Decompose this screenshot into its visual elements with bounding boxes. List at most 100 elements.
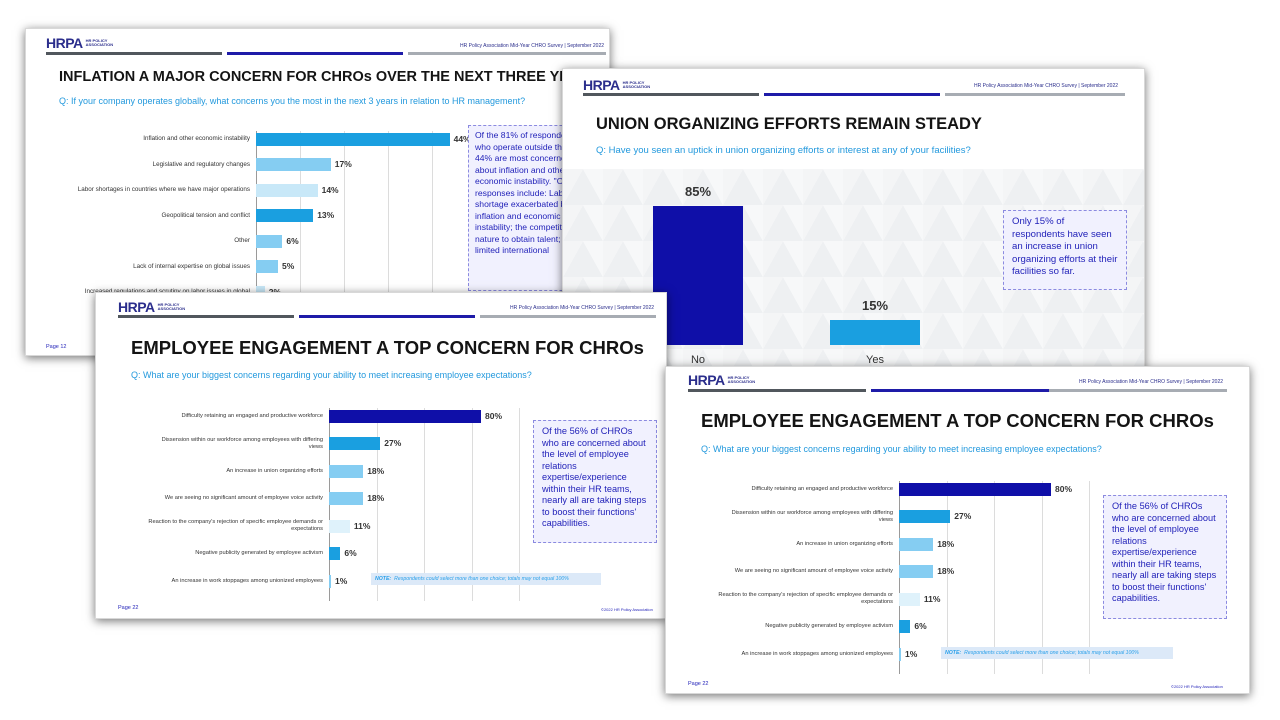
footnote-label: NOTE: bbox=[945, 650, 962, 656]
bar-value-label: 13% bbox=[317, 210, 335, 221]
header-rule-blue bbox=[871, 389, 1049, 392]
page-number: Page 22 bbox=[118, 605, 139, 611]
header-rule-light bbox=[408, 52, 606, 55]
category-label: An increase in union organizing efforts bbox=[796, 540, 893, 547]
category-label: Difficulty retaining an engaged and prod… bbox=[751, 485, 893, 492]
concern-bar-chart: Inflation and other economic instability… bbox=[26, 121, 477, 310]
category-label: Increased regulations and scrutiny on la… bbox=[28, 288, 250, 296]
slide-union[interactable]: HRPA HR POLICY ASSOCIATION HR Policy Asso… bbox=[562, 68, 1145, 368]
bar[interactable] bbox=[256, 158, 331, 171]
category-label: Geopolitical tension and conflict bbox=[161, 211, 250, 219]
category-label: Reaction to the company's rejection of s… bbox=[718, 592, 893, 606]
header-rule-blue bbox=[299, 315, 475, 318]
header-rule-grey bbox=[118, 315, 294, 318]
category-label: We are seeing no significant amount of e… bbox=[164, 495, 323, 501]
slide-question: Q: What are your biggest concerns regard… bbox=[131, 370, 532, 380]
hrpa-logo: HRPA HR POLICY ASSOCIATION bbox=[118, 299, 185, 315]
bar-value-label: 5% bbox=[282, 261, 295, 272]
bar[interactable] bbox=[329, 437, 381, 450]
bar-value-label: 17% bbox=[334, 159, 352, 170]
bar-value-label: 15% bbox=[861, 298, 889, 314]
bar[interactable] bbox=[899, 510, 951, 523]
gridline bbox=[424, 408, 425, 601]
bar[interactable] bbox=[329, 464, 364, 478]
bar[interactable] bbox=[329, 409, 481, 423]
bar-value-label: 6% bbox=[286, 235, 299, 246]
bar-value-label: 11% bbox=[353, 520, 371, 531]
logo-subtitle: HR POLICY ASSOCIATION bbox=[727, 374, 756, 384]
bar[interactable] bbox=[329, 519, 350, 533]
gridline bbox=[1089, 481, 1090, 674]
bar[interactable] bbox=[899, 565, 934, 578]
logo-subtitle: HR POLICY ASSOCIATION bbox=[622, 79, 651, 89]
bar[interactable] bbox=[899, 620, 911, 633]
bar[interactable] bbox=[256, 260, 278, 273]
bar[interactable] bbox=[653, 205, 743, 345]
header-rule-grey bbox=[583, 93, 759, 96]
survey-info: HR Policy Association Mid-Year CHRO Surv… bbox=[510, 305, 654, 311]
bar-value-label: 27% bbox=[954, 511, 972, 522]
bar-value-label: 1% bbox=[335, 575, 348, 586]
survey-info: HR Policy Association Mid-Year CHRO Surv… bbox=[974, 83, 1118, 89]
bar[interactable] bbox=[899, 592, 920, 606]
bar[interactable] bbox=[329, 492, 364, 505]
bar[interactable] bbox=[329, 547, 341, 560]
bar[interactable] bbox=[256, 234, 283, 248]
hrpa-logo: HRPA HR POLICY ASSOCIATION bbox=[688, 372, 755, 388]
bar[interactable] bbox=[256, 183, 318, 197]
slide-title: EMPLOYEE ENGAGEMENT A TOP CONCERN FOR CH… bbox=[701, 410, 1214, 431]
header-rule-light bbox=[1049, 389, 1227, 392]
category-label: Dissension within our workforce among em… bbox=[731, 509, 893, 523]
hrpa-logo: HRPA HR POLICY ASSOCIATION bbox=[46, 35, 113, 51]
bar[interactable] bbox=[899, 537, 934, 551]
category-label: Difficulty retaining an engaged and prod… bbox=[181, 412, 323, 419]
gridline bbox=[471, 408, 473, 601]
page-number: Page 22 bbox=[688, 681, 709, 687]
category-label: An increase in union organizing efforts bbox=[226, 467, 323, 474]
bar-value-label: 14% bbox=[321, 184, 339, 195]
copyright: ©2022 HR Policy Association bbox=[1171, 684, 1223, 689]
logo-subtitle: HR POLICY ASSOCIATION bbox=[157, 301, 186, 311]
slide-question: Q: What are your biggest concerns regard… bbox=[701, 444, 1102, 454]
gridline bbox=[994, 481, 995, 674]
footnote-text: Respondents could select more than one c… bbox=[394, 576, 569, 582]
bar[interactable] bbox=[830, 320, 920, 345]
header-rule-grey bbox=[688, 389, 866, 392]
bar[interactable] bbox=[256, 132, 450, 146]
category-label: No bbox=[690, 354, 706, 366]
bar-value-label: 18% bbox=[367, 493, 385, 504]
header-rule-grey bbox=[46, 52, 222, 55]
category-label: An increase in work stoppages among unio… bbox=[741, 650, 893, 657]
category-label: Lack of internal expertise on global iss… bbox=[133, 262, 250, 270]
category-label: Dissension within our workforce among em… bbox=[161, 436, 323, 450]
category-label: We are seeing no significant amount of e… bbox=[734, 568, 893, 574]
gridline bbox=[376, 408, 378, 601]
category-label: Labor shortages in countries where we ha… bbox=[77, 186, 250, 193]
category-label: Other bbox=[234, 237, 250, 244]
header-rule-light bbox=[945, 93, 1125, 96]
insight-callout: Only 15% of respondents have seen an inc… bbox=[1003, 210, 1127, 290]
bar[interactable] bbox=[899, 482, 1051, 496]
slide-question: Q: If your company operates globally, wh… bbox=[59, 96, 526, 106]
bar[interactable] bbox=[256, 209, 314, 222]
gridline bbox=[1041, 481, 1043, 674]
slide-employee-engagement-right[interactable]: HRPA HR POLICY ASSOCIATION HR Policy Asso… bbox=[665, 366, 1250, 694]
engagement-bar-chart: Difficulty retaining an engaged and prod… bbox=[96, 398, 526, 601]
bar-value-label: 27% bbox=[384, 438, 402, 449]
bar-value-label: 44% bbox=[453, 133, 471, 144]
category-label: Inflation and other economic instability bbox=[143, 135, 250, 142]
bar-value-label: 11% bbox=[923, 593, 941, 604]
gridline bbox=[388, 131, 389, 310]
gridline bbox=[432, 131, 433, 310]
union-bar-chart: 85% No 15% Yes bbox=[623, 179, 953, 367]
bar[interactable] bbox=[899, 647, 901, 661]
bar-value-label: 85% bbox=[684, 183, 712, 199]
bar[interactable] bbox=[329, 574, 331, 588]
gridline bbox=[344, 131, 345, 310]
gridline bbox=[519, 408, 520, 601]
slide-question: Q: Have you seen an uptick in union orga… bbox=[596, 145, 971, 156]
footnote-text: Respondents could select more than one c… bbox=[964, 650, 1139, 656]
page-number: Page 12 bbox=[46, 344, 67, 350]
slide-title: UNION ORGANIZING EFFORTS REMAIN STEADY bbox=[596, 115, 982, 133]
slide-employee-engagement-left[interactable]: HRPA HR POLICY ASSOCIATION HR Policy Asso… bbox=[95, 292, 667, 619]
